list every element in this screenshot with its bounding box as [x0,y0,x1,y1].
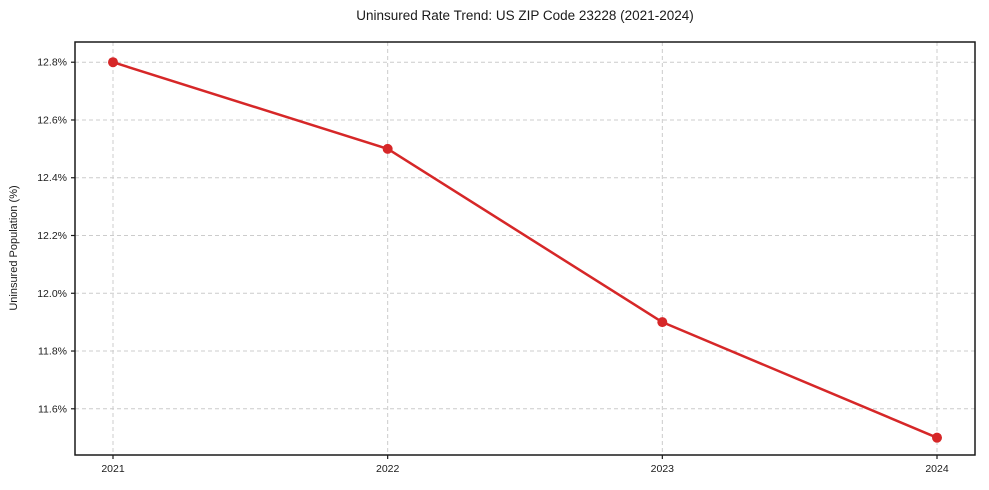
y-tick-label: 11.8% [38,346,67,358]
x-tick-label: 2024 [925,463,949,475]
y-tick-label: 12.6% [37,114,67,126]
x-tick-label: 2022 [376,463,400,475]
data-point-marker [932,432,942,443]
axes-frame [74,41,976,456]
y-tick-label: 12.4% [37,172,67,184]
x-tick-label: 2023 [651,463,675,475]
trend-line [111,60,939,439]
y-tick-label: 11.6% [38,403,67,415]
data-point-marker [657,317,668,328]
data-point-marker [108,57,118,68]
y-tick-label: 12.0% [37,288,67,300]
x-tick-label: 2021 [101,463,125,475]
y-tick-label: 12.8% [37,57,67,69]
y-tick-label: 12.2% [37,230,67,242]
chart-title: Uninsured Rate Trend: US ZIP Code 23228 … [356,8,694,23]
data-point-marker [382,143,393,154]
